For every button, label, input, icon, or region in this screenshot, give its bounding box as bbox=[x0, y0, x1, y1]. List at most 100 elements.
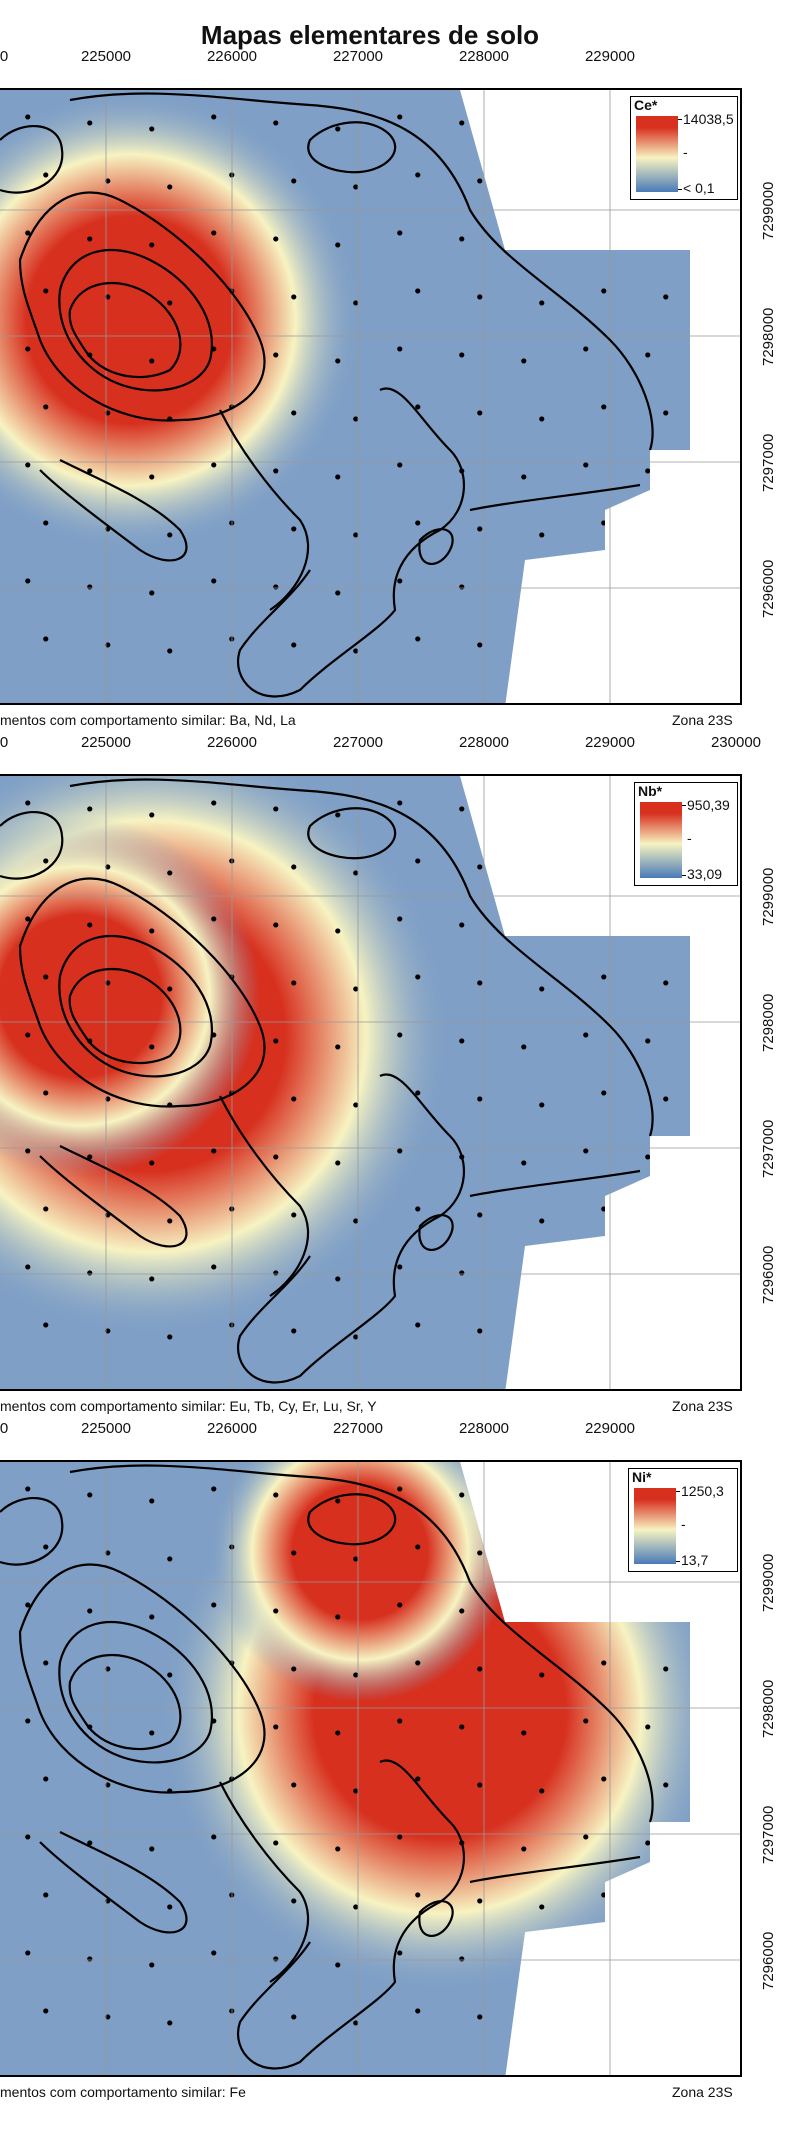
sample-point bbox=[539, 300, 545, 306]
sample-point bbox=[273, 1840, 279, 1846]
sample-point bbox=[353, 1556, 359, 1562]
sample-point bbox=[645, 922, 651, 928]
sample-point bbox=[459, 1038, 465, 1044]
concentration-hotspot bbox=[210, 1462, 510, 1702]
sample-point bbox=[353, 1788, 359, 1794]
sample-point bbox=[105, 1782, 111, 1788]
zone-label: Zona 23S bbox=[672, 1398, 733, 1414]
sample-point bbox=[149, 1730, 155, 1736]
sample-point bbox=[415, 636, 421, 642]
sample-point bbox=[521, 1962, 527, 1968]
sample-point bbox=[459, 806, 465, 812]
sample-point bbox=[167, 184, 173, 190]
sample-point bbox=[459, 120, 465, 126]
sample-point bbox=[149, 126, 155, 132]
sample-point bbox=[353, 416, 359, 422]
sample-point bbox=[459, 1492, 465, 1498]
sample-point bbox=[583, 1148, 589, 1154]
sample-point bbox=[477, 1782, 483, 1788]
sample-point bbox=[645, 1840, 651, 1846]
legend-box: Ce* 14038,5 - < 0,1 bbox=[630, 96, 738, 200]
sample-point bbox=[273, 922, 279, 928]
sample-point bbox=[87, 1154, 93, 1160]
sample-point bbox=[397, 1032, 403, 1038]
sample-point bbox=[663, 2014, 669, 2020]
sample-point bbox=[167, 870, 173, 876]
geology-contour bbox=[68, 967, 182, 1065]
sample-point bbox=[353, 2020, 359, 2026]
sample-point bbox=[521, 1276, 527, 1282]
sample-point bbox=[397, 578, 403, 584]
sample-point bbox=[335, 1276, 341, 1282]
sample-point bbox=[601, 1544, 607, 1550]
sample-point bbox=[149, 1846, 155, 1852]
sample-point bbox=[273, 1724, 279, 1730]
sample-point bbox=[291, 642, 297, 648]
sample-point bbox=[335, 358, 341, 364]
sample-point bbox=[521, 1614, 527, 1620]
sample-point bbox=[459, 1724, 465, 1730]
sample-point bbox=[167, 300, 173, 306]
sample-point bbox=[149, 1044, 155, 1050]
sample-point bbox=[87, 120, 93, 126]
sample-point bbox=[521, 126, 527, 132]
geology-contour bbox=[418, 1214, 454, 1252]
sample-point bbox=[477, 864, 483, 870]
sample-point bbox=[663, 1328, 669, 1334]
sample-point bbox=[211, 1834, 217, 1840]
sample-point bbox=[663, 1096, 669, 1102]
sample-point bbox=[397, 230, 403, 236]
sample-point bbox=[149, 1614, 155, 1620]
legend-min: 33,09 bbox=[687, 866, 723, 882]
sample-point bbox=[397, 1718, 403, 1724]
sample-point bbox=[43, 1090, 49, 1096]
sample-point bbox=[353, 648, 359, 654]
sample-point bbox=[459, 236, 465, 242]
sample-point bbox=[415, 1206, 421, 1212]
sample-point bbox=[477, 1212, 483, 1218]
sample-point bbox=[273, 1270, 279, 1276]
sample-point bbox=[167, 648, 173, 654]
sample-point bbox=[105, 1666, 111, 1672]
sample-point bbox=[459, 1270, 465, 1276]
sample-point bbox=[583, 1602, 589, 1608]
sample-point bbox=[539, 416, 545, 422]
map-frame bbox=[0, 88, 742, 705]
sample-point bbox=[353, 1672, 359, 1678]
sample-point bbox=[521, 590, 527, 596]
geology-contour bbox=[68, 1653, 182, 1751]
x-tick: 228000 bbox=[458, 1420, 510, 1437]
y-tick: 7297000 bbox=[760, 1119, 777, 1178]
sample-point bbox=[645, 468, 651, 474]
sample-point bbox=[211, 916, 217, 922]
sample-point bbox=[601, 1322, 607, 1328]
sample-point bbox=[167, 1672, 173, 1678]
sample-point bbox=[211, 230, 217, 236]
sample-point bbox=[105, 178, 111, 184]
sample-point bbox=[291, 1550, 297, 1556]
sample-point bbox=[149, 928, 155, 934]
sample-point bbox=[149, 812, 155, 818]
x-tick: 229000 bbox=[584, 1420, 636, 1437]
sample-point bbox=[477, 178, 483, 184]
sample-point bbox=[87, 1956, 93, 1962]
sample-point bbox=[459, 922, 465, 928]
legend-min: 13,7 bbox=[681, 1552, 709, 1568]
map-panel-ce: 0 225000 226000 227000 228000 229000 Ce*… bbox=[0, 40, 809, 740]
y-tick: 7296000 bbox=[760, 559, 777, 618]
sample-point bbox=[87, 1492, 93, 1498]
sample-point bbox=[601, 1892, 607, 1898]
similar-elements-caption: mentos com comportamento similar: Eu, Tb… bbox=[0, 1398, 377, 1414]
x-tick: 0 bbox=[0, 734, 9, 751]
geology-contour bbox=[307, 807, 397, 860]
sample-point bbox=[601, 974, 607, 980]
sample-point bbox=[521, 1044, 527, 1050]
y-tick: 7299000 bbox=[760, 181, 777, 240]
sample-point bbox=[335, 1962, 341, 1968]
geology-contour bbox=[39, 1831, 188, 1934]
sample-point bbox=[149, 1962, 155, 1968]
sample-point bbox=[663, 980, 669, 986]
sample-point bbox=[105, 2014, 111, 2020]
page-title: Mapas elementares de solo bbox=[200, 20, 540, 50]
sample-point bbox=[87, 468, 93, 474]
